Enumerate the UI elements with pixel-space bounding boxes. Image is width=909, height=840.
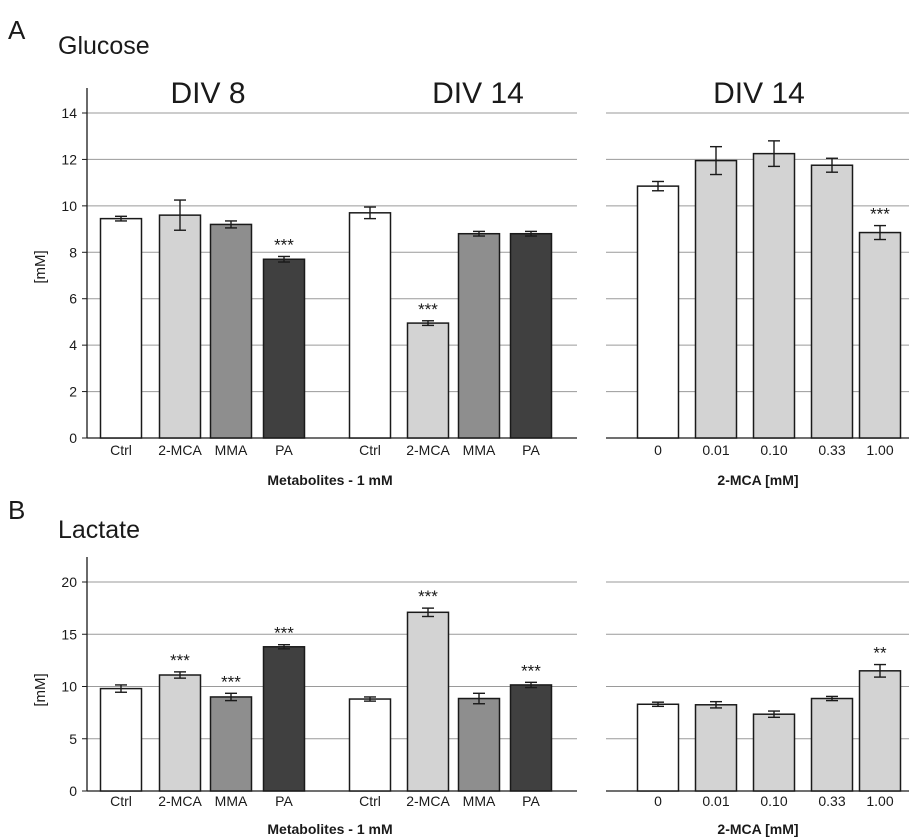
y-tick-label-a: 8 (69, 244, 77, 260)
category-label-b-right-4: 1.00 (866, 793, 893, 809)
bar-a-right-1 (694, 159, 738, 439)
y-tick-label-a: 0 (69, 430, 77, 446)
category-label-a-right-0: 0 (654, 442, 662, 458)
category-label-a-left-0-3: PA (275, 442, 293, 458)
category-label-b-right-2: 0.10 (760, 793, 787, 809)
category-label-a-left-0-1: 2-MCA (158, 442, 202, 458)
y-tick-label-a: 2 (69, 384, 77, 400)
y-tick-label-b: 0 (69, 783, 77, 799)
bar-b-left-0-2 (209, 696, 253, 792)
y-tick-label-b: 15 (61, 626, 77, 642)
y-tick-label-a: 4 (69, 337, 77, 353)
category-label-b-left-0-1: 2-MCA (158, 793, 202, 809)
bar-a-right-0 (636, 185, 680, 439)
bar-b-left-0-1 (158, 674, 202, 792)
category-label-b-right-1: 0.01 (702, 793, 729, 809)
significance-b-left-1-1: *** (418, 587, 438, 606)
category-label-a-left-1-0: Ctrl (359, 442, 381, 458)
category-label-b-left-1-2: MMA (463, 793, 496, 809)
bar-a-right-4 (858, 231, 902, 439)
panel-a-left-xlabel: Metabolites - 1 mM (267, 472, 392, 488)
y-tick-label-b: 5 (69, 731, 77, 747)
bar-b-right-4 (858, 670, 902, 792)
bar-b-left-1-3 (509, 684, 553, 792)
bar-b-right-1 (694, 704, 738, 792)
y-tick-label-b: 10 (61, 679, 77, 695)
significance-b-left-0-2: *** (221, 672, 241, 691)
category-label-b-right-3: 0.33 (818, 793, 845, 809)
y-tick-label-a: 12 (61, 151, 77, 167)
category-label-b-left-0-0: Ctrl (110, 793, 132, 809)
bar-b-right-0 (636, 703, 680, 792)
bar-b-left-1-2 (457, 697, 501, 792)
panel-a-title: Glucose (58, 32, 150, 60)
y-tick-label-a: 6 (69, 291, 77, 307)
bar-b-right-2 (752, 713, 796, 792)
significance-a-right-4: *** (870, 205, 890, 224)
y-tick-label-b: 20 (61, 574, 77, 590)
category-label-b-left-1-3: PA (522, 793, 540, 809)
panel-b-ylabel: [mM] (32, 673, 49, 706)
panel-a-letter: A (8, 15, 26, 45)
chart-marks: 0 2 4 6 8 10 12 14 Ctrl 2-MCA MMA *** PA Ctrl *** 2-MCA… (61, 88, 909, 809)
panel-b-title: Lactate (58, 516, 140, 544)
category-label-b-right-0: 0 (654, 793, 662, 809)
panel-b-letter: B (8, 495, 25, 525)
significance-b-left-0-1: *** (170, 651, 190, 670)
panel-a-div14-title: DIV 14 (432, 77, 524, 110)
category-label-b-left-0-2: MMA (215, 793, 248, 809)
category-label-a-right-2: 0.10 (760, 442, 787, 458)
bar-b-left-0-0 (99, 687, 143, 792)
category-label-b-left-0-3: PA (275, 793, 293, 809)
category-label-a-left-1-3: PA (522, 442, 540, 458)
bar-a-left-1-2 (457, 232, 501, 439)
bar-a-left-0-3 (262, 258, 306, 439)
y-tick-label-a: 10 (61, 198, 77, 214)
bar-b-left-1-1 (406, 611, 450, 792)
bar-b-left-1-0 (348, 698, 392, 792)
bar-a-left-0-2 (209, 223, 253, 439)
panel-b-right-xlabel: 2-MCA [mM] (717, 821, 798, 837)
category-label-a-right-3: 0.33 (818, 442, 845, 458)
bar-a-left-1-1 (406, 322, 450, 439)
bar-b-left-0-3 (262, 646, 306, 792)
significance-a-left-1-1: *** (418, 300, 438, 319)
bar-a-right-3 (810, 164, 854, 439)
category-label-a-right-4: 1.00 (866, 442, 893, 458)
y-tick-label-a: 14 (61, 105, 77, 121)
panel-a-ylabel: [mM] (32, 250, 49, 283)
category-label-a-left-0-0: Ctrl (110, 442, 132, 458)
panel-a-right-xlabel: 2-MCA [mM] (717, 472, 798, 488)
bar-a-left-1-3 (509, 232, 553, 439)
panel-b-left-xlabel: Metabolites - 1 mM (267, 821, 392, 837)
significance-a-left-0-3: *** (274, 235, 294, 254)
significance-b-right-4: ** (873, 644, 887, 663)
category-label-a-left-0-2: MMA (215, 442, 248, 458)
bar-a-right-2 (752, 152, 796, 439)
bar-b-right-3 (810, 697, 854, 792)
significance-b-left-1-3: *** (521, 661, 541, 680)
category-label-a-right-1: 0.01 (702, 442, 729, 458)
category-label-a-left-1-1: 2-MCA (406, 442, 450, 458)
category-label-b-left-1-1: 2-MCA (406, 793, 450, 809)
category-label-b-left-1-0: Ctrl (359, 793, 381, 809)
panel-a-div8-title: DIV 8 (170, 77, 245, 110)
significance-b-left-0-3: *** (274, 624, 294, 643)
bar-a-left-0-1 (158, 214, 202, 439)
category-label-a-left-1-2: MMA (463, 442, 496, 458)
bar-a-left-0-0 (99, 217, 143, 439)
panel-a-right-title: DIV 14 (713, 77, 805, 110)
bar-a-left-1-0 (348, 212, 392, 439)
